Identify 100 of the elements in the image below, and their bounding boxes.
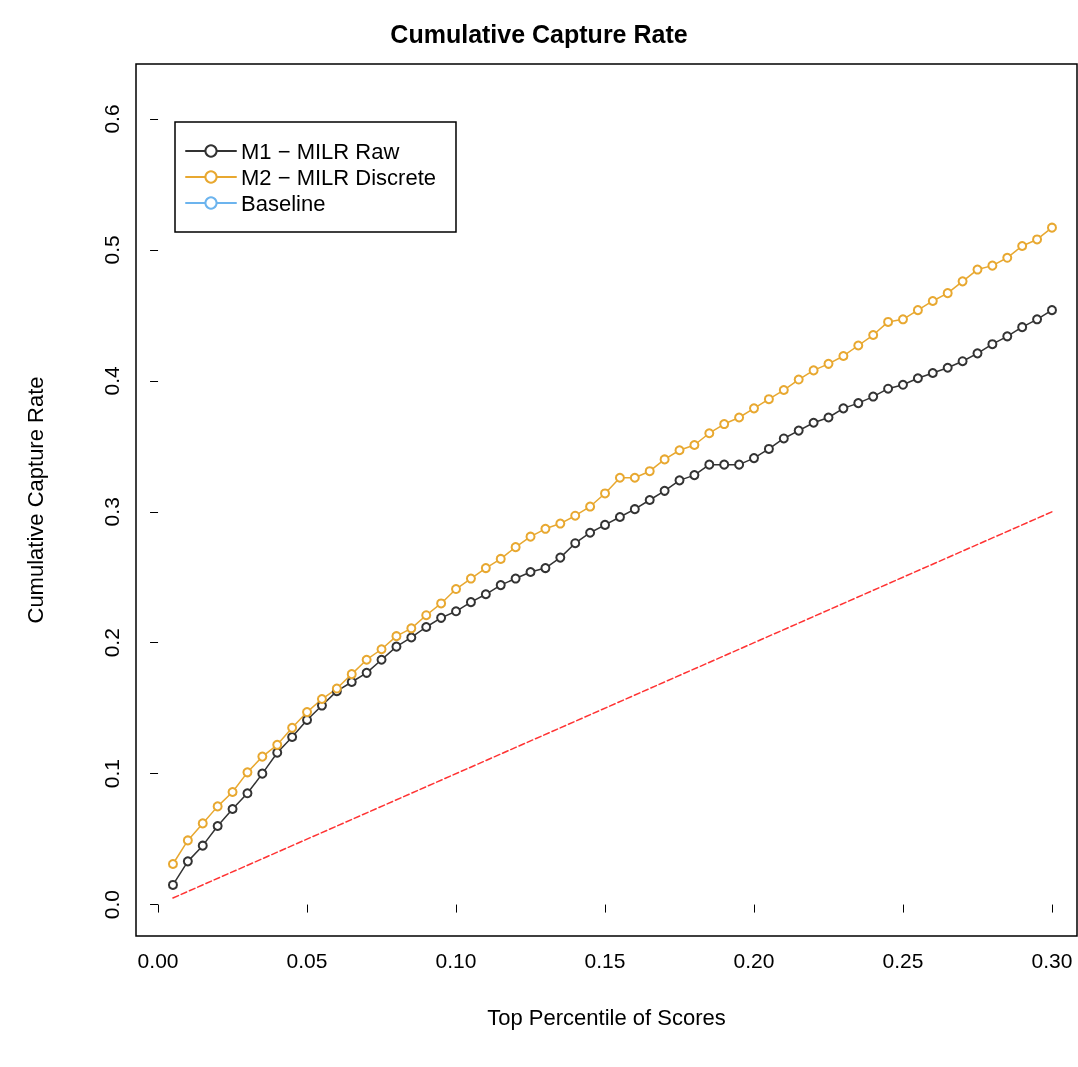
point [778,385,789,396]
point [570,510,581,521]
point [406,623,417,634]
point [257,768,268,779]
point [421,610,432,621]
point [987,260,998,271]
point [227,786,238,797]
point [749,403,759,414]
point [793,374,804,385]
point [212,801,223,812]
point [629,504,640,515]
point [465,597,476,608]
point [734,412,745,423]
point [763,394,774,405]
point [629,472,640,483]
point [808,365,819,376]
point [525,531,536,542]
point [316,694,327,705]
point [868,391,879,402]
point [942,288,953,299]
point [600,519,611,530]
point [972,264,983,275]
point [465,573,476,584]
point [421,622,432,632]
point [1046,305,1057,316]
legend-label: M2 − MILR Discrete [241,164,436,190]
point [1046,222,1057,233]
point [495,580,506,591]
point [808,417,819,428]
point [540,563,551,574]
point [585,501,596,512]
y-tick-label: 0.6 [100,104,123,134]
point [555,552,566,563]
point [793,425,804,436]
point [987,339,998,350]
point [585,527,596,538]
point [167,879,178,890]
point [689,440,700,451]
point [883,383,894,394]
point [674,445,685,456]
point [242,767,253,778]
point [689,470,700,481]
point [704,428,715,439]
point [719,419,730,430]
point [570,538,581,549]
point [555,518,566,529]
y-tick-label: 0.4 [100,365,123,396]
y-axis-title: Cumulative Capture Rate [22,376,48,624]
point [614,512,625,523]
point [227,804,238,814]
point [391,641,402,652]
y-tick-label: 0.0 [100,889,123,920]
point [927,368,938,378]
point [167,858,178,869]
point [763,443,774,454]
point [451,584,462,595]
point [1017,322,1028,333]
point [1032,314,1043,325]
point [1002,252,1013,263]
point [212,821,223,832]
point [480,563,491,574]
point [361,654,372,665]
chart-title: Cumulative Capture Rate [390,19,688,48]
point [302,707,313,718]
point [257,751,268,762]
x-tick-label: 0.10 [435,949,477,972]
y-tick-label: 0.5 [100,235,123,265]
point [391,631,402,642]
point [242,788,253,799]
point [823,412,834,423]
point [525,567,536,578]
point [346,677,357,687]
point [376,644,387,655]
point [942,362,953,373]
x-tick-label: 0.20 [733,949,775,972]
point [838,350,849,361]
point [614,472,625,483]
point [704,459,715,470]
x-tick-label: 0.15 [584,949,626,972]
point [272,747,283,758]
point [957,356,968,367]
point [361,667,372,678]
y-tick-label: 0.2 [100,628,123,658]
point [927,295,938,306]
point [897,379,908,390]
point [912,305,923,316]
point [287,722,298,733]
x-tick-label: 0.25 [882,949,924,972]
point [1002,331,1013,342]
point [197,840,208,851]
point [182,835,193,846]
point [778,433,789,444]
point [510,542,521,553]
point [912,373,923,384]
point [644,466,655,477]
point [600,488,611,499]
x-axis-title: Top Percentile of Scores [487,1004,726,1030]
point [510,573,521,584]
point [659,485,670,496]
point [495,553,506,564]
